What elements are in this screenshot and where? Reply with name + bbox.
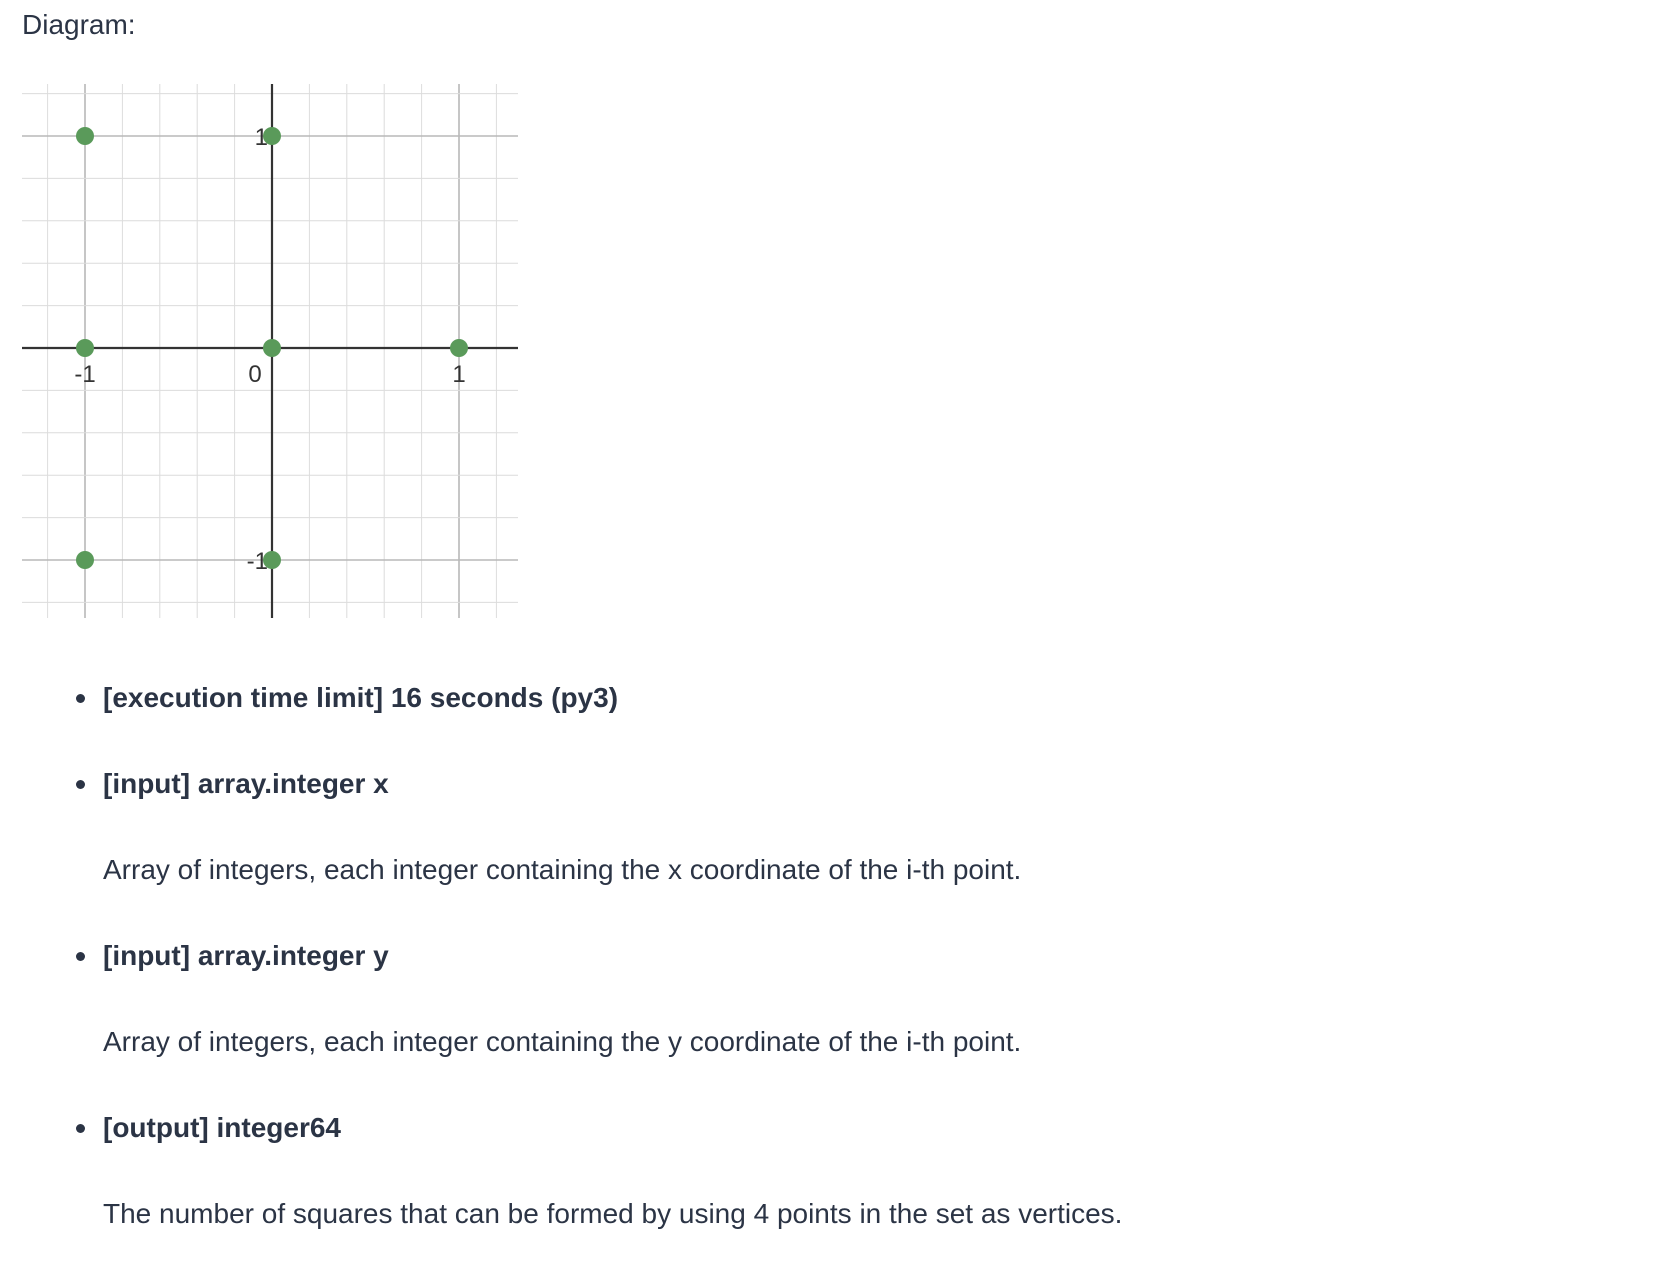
spec-title: [output] integer64 bbox=[103, 1110, 341, 1146]
data-point bbox=[76, 551, 94, 569]
spec-description: Array of integers, each integer containi… bbox=[103, 1024, 1021, 1060]
bullet-icon bbox=[76, 952, 85, 961]
x-tick-label: -1 bbox=[74, 361, 95, 388]
data-point bbox=[450, 339, 468, 357]
x-tick-label: 1 bbox=[452, 361, 465, 388]
spec-title: [execution time limit] 16 seconds (py3) bbox=[103, 680, 618, 716]
bullet-icon bbox=[76, 694, 85, 703]
data-point bbox=[263, 127, 281, 145]
x-tick-label: 0 bbox=[248, 361, 261, 388]
spec-description: Array of integers, each integer containi… bbox=[103, 852, 1021, 888]
data-point bbox=[76, 339, 94, 357]
data-point bbox=[263, 339, 281, 357]
bullet-icon bbox=[76, 1124, 85, 1133]
spec-title: [input] array.integer x bbox=[103, 766, 389, 802]
spec-description: The number of squares that can be formed… bbox=[103, 1196, 1122, 1232]
coordinate-diagram: -1 0 11-1 bbox=[0, 0, 540, 640]
data-point bbox=[76, 127, 94, 145]
spec-title: [input] array.integer y bbox=[103, 938, 389, 974]
data-point bbox=[263, 551, 281, 569]
bullet-icon bbox=[76, 780, 85, 789]
